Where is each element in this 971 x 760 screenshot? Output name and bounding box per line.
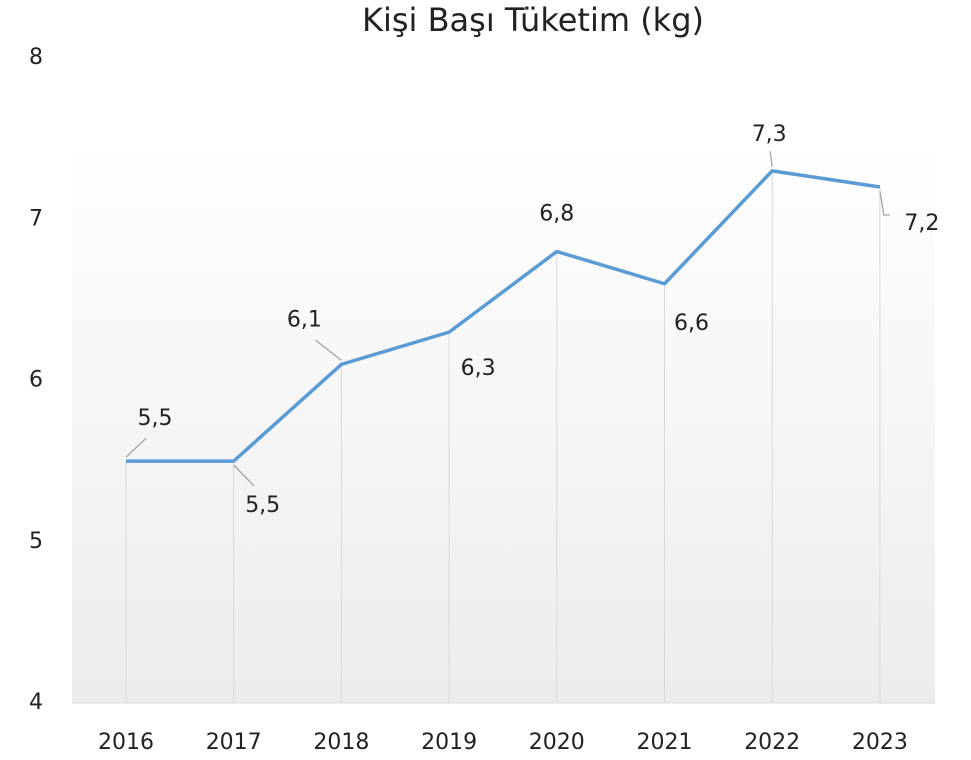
x-tick-label: 2023 [852, 730, 908, 755]
y-tick-label: 8 [29, 45, 43, 70]
y-tick-label: 6 [29, 368, 43, 393]
y-tick-label: 5 [29, 529, 43, 554]
data-label: 6,1 [287, 307, 322, 332]
line-series [126, 169, 881, 463]
data-label: 7,2 [904, 211, 939, 236]
data-label: 7,3 [752, 122, 787, 147]
leader-line [769, 150, 773, 167]
leader-line [879, 190, 890, 216]
data-label: 5,5 [138, 406, 173, 431]
data-label: 6,3 [461, 356, 496, 381]
data-label: 5,5 [245, 493, 280, 518]
y-tick-label: 7 [29, 206, 43, 231]
chart-title: Kişi Başı Tüketim (kg) [362, 1, 704, 39]
y-tick-label: 4 [29, 690, 43, 715]
x-tick-label: 2018 [313, 730, 369, 755]
leader-line [233, 464, 255, 487]
data-label: 6,6 [674, 311, 709, 336]
x-tick-label: 2022 [744, 730, 800, 755]
data-label: 6,8 [539, 202, 574, 227]
plot-background [72, 140, 935, 703]
leader-line [125, 437, 147, 458]
x-tick-label: 2017 [206, 730, 262, 755]
x-tick-label: 2019 [421, 730, 477, 755]
x-tick-label: 2020 [529, 730, 585, 755]
x-tick-label: 2016 [98, 730, 154, 755]
x-tick-label: 2021 [637, 730, 693, 755]
leader-line [315, 339, 342, 361]
